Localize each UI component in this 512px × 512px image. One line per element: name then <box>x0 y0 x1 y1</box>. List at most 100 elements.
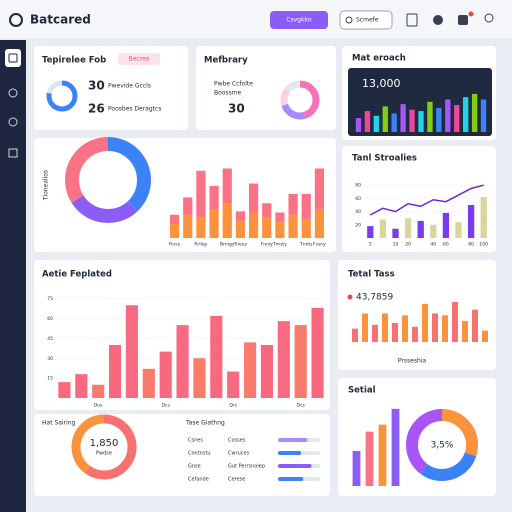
bar <box>196 217 206 238</box>
bar <box>243 342 257 398</box>
bar <box>455 222 462 238</box>
card-title: Tanl Stroalies <box>352 154 417 164</box>
nav-item-active[interactable] <box>5 49 21 67</box>
card-title: Tetal Tass <box>348 270 395 280</box>
bar <box>222 203 232 238</box>
bar <box>452 302 458 342</box>
bar <box>75 374 88 398</box>
bar <box>391 408 400 486</box>
x-tick-label: 100 <box>479 242 488 248</box>
row-status: Cwruces <box>228 451 250 457</box>
bar <box>409 109 415 132</box>
card-title: Mat eroach <box>352 54 406 64</box>
bar <box>480 197 487 238</box>
card-title: Mefbrary <box>204 56 248 66</box>
bar <box>235 220 246 238</box>
row-status: Cerese <box>228 477 245 483</box>
y-tick-label: 15 <box>47 376 53 382</box>
bar <box>227 371 240 398</box>
logo: Batcared <box>30 13 91 27</box>
line <box>369 184 484 216</box>
bar <box>462 97 469 132</box>
y-tick-label: 40 <box>355 209 361 215</box>
y-tick-label: 60 <box>47 316 53 322</box>
card-title: Setial <box>348 386 376 396</box>
donut-segment <box>65 137 151 223</box>
badge <box>468 11 474 17</box>
sidebar <box>0 40 26 512</box>
text-line: Pwbe Ccfolte <box>214 81 253 88</box>
stat-value: 26 <box>88 102 105 116</box>
x-tick-label: Dus <box>94 403 103 409</box>
bar <box>400 104 406 132</box>
legend-dot <box>347 294 353 300</box>
donut-segment <box>65 137 151 223</box>
bar <box>392 228 399 238</box>
bar <box>248 212 259 238</box>
donut-value: 3,5% <box>431 441 454 451</box>
bar <box>314 209 325 238</box>
stat-label: Poosbes Deragtcs <box>108 106 161 113</box>
top-bar <box>0 0 512 38</box>
bar <box>378 424 387 486</box>
bar <box>367 226 374 238</box>
gauge-value: 1,850 <box>90 438 119 449</box>
row-name: Gnse <box>188 464 201 470</box>
bar <box>391 113 397 132</box>
bar <box>472 309 478 342</box>
x-tick-label: Brnigy <box>220 242 235 248</box>
primary-button[interactable] <box>270 11 328 29</box>
row-name: Cefande <box>188 477 209 483</box>
bar <box>362 313 368 342</box>
x-tick-label: Dcs <box>162 403 171 409</box>
icon-search[interactable] <box>484 13 494 23</box>
progress-bar <box>278 438 308 442</box>
bar <box>294 325 307 398</box>
bar <box>432 313 438 342</box>
total-value: 43,7859 <box>356 293 393 303</box>
tag-label: Becreo <box>129 56 150 63</box>
search-box[interactable] <box>339 10 393 30</box>
bar <box>482 330 488 342</box>
row-status: Cosses <box>228 438 246 444</box>
bar <box>275 212 285 222</box>
bar <box>210 315 223 398</box>
x-tick-label: 60 <box>443 242 449 248</box>
bar <box>382 106 388 132</box>
bar <box>379 219 387 238</box>
progress-bar <box>278 464 312 468</box>
y-tick-label: 20 <box>355 222 361 228</box>
bar <box>454 105 460 132</box>
bar <box>222 168 232 204</box>
bar <box>169 214 180 225</box>
x-tick-label: 80 <box>468 242 474 248</box>
bar <box>288 193 298 215</box>
bar <box>183 214 193 238</box>
search-icon <box>345 16 353 24</box>
bar <box>467 205 475 238</box>
bar <box>92 384 105 398</box>
bar <box>301 219 311 238</box>
row-status: Gut Perrsnolep <box>228 464 265 470</box>
bar <box>262 203 272 218</box>
bar <box>417 220 424 238</box>
card-title: Hat Sairing <box>42 420 76 427</box>
bar <box>365 431 374 486</box>
nav-item[interactable] <box>8 117 18 127</box>
text-line: Boossme <box>214 90 242 97</box>
card-title: Aetie Feplated <box>42 270 112 280</box>
donut-segment <box>280 80 320 120</box>
x-tick-label: Dcs <box>297 403 306 409</box>
icon-doc[interactable] <box>406 13 418 27</box>
bar <box>445 99 451 132</box>
icon-bell[interactable] <box>458 15 468 25</box>
bar <box>176 325 189 398</box>
y-tick-label: 30 <box>47 356 53 362</box>
bar <box>373 115 380 132</box>
nav-item[interactable] <box>8 88 18 98</box>
bar <box>471 93 478 132</box>
x-tick-label: 5 <box>369 242 372 248</box>
icon-globe[interactable] <box>433 15 443 25</box>
nav-item[interactable] <box>8 148 18 158</box>
